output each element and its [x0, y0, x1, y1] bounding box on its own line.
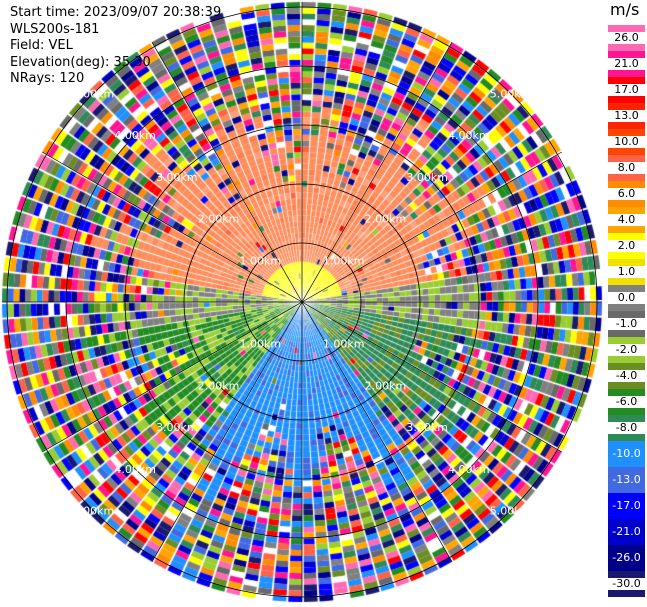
colorbar-segment [608, 545, 645, 571]
velocity-colorbar: m/s 26.0 21.0 17.0 13.0 10.0 8.0 6.0 4.0 2.0 1.0 0… [608, 0, 647, 607]
colorbar-tick-label: -10.0 [612, 447, 641, 460]
colorbar-segment [608, 441, 645, 467]
colorbar-segment [608, 467, 645, 493]
nrays-text: NRays: 120 [10, 71, 85, 87]
colorbar-tick-label: 4.0 [608, 214, 645, 226]
colorbar-tick-label: 17.0 [608, 84, 645, 96]
colorbar-tick-label: -8.0 [608, 422, 645, 434]
colorbar-stack: 26.0 21.0 17.0 13.0 10.0 8.0 6.0 4.0 2.0 1.0 0.0 -1… [608, 25, 645, 597]
elevation-text: Elevation(deg): 35.30 [10, 54, 151, 70]
colorbar-tick-label: 26.0 [608, 32, 645, 44]
colorbar-tick-label: 6.0 [608, 188, 645, 200]
colorbar-tick-label: 13.0 [608, 110, 645, 122]
colorbar-tick-label: -6.0 [608, 396, 645, 408]
colorbar-tick-label: 0.0 [608, 292, 645, 304]
colorbar-tick-label: -17.0 [612, 499, 641, 512]
colorbar-tick-label: 2.0 [608, 240, 645, 252]
colorbar-unit-label: m/s [610, 0, 640, 19]
colorbar-tick-label: 21.0 [608, 58, 645, 70]
colorbar-tick-label: 1.0 [608, 266, 645, 278]
colorbar-tick-label: -21.0 [612, 525, 641, 538]
colorbar-tick-label: -2.0 [608, 344, 645, 356]
colorbar-tick-label: -13.0 [612, 473, 641, 486]
ppi-radial-plot [0, 0, 607, 607]
field-text: Field: VEL [10, 38, 73, 54]
scan-info-panel: Start time: 2023/09/07 20:38:39 WLS200s-… [10, 5, 221, 88]
colorbar-tick-label: 8.0 [608, 162, 645, 174]
colorbar-segment [608, 493, 645, 519]
start-time-text: Start time: 2023/09/07 20:38:39 [10, 5, 222, 20]
colorbar-tick-label: -1.0 [608, 318, 645, 330]
colorbar-segment [608, 519, 645, 545]
colorbar-tick-label: -30.0 [608, 578, 645, 590]
colorbar-tick-label: -4.0 [608, 370, 645, 382]
colorbar-tick-label: 10.0 [608, 136, 645, 148]
colorbar-tick-label: -26.0 [612, 551, 641, 564]
instrument-text: WLS200s-181 [10, 21, 100, 37]
